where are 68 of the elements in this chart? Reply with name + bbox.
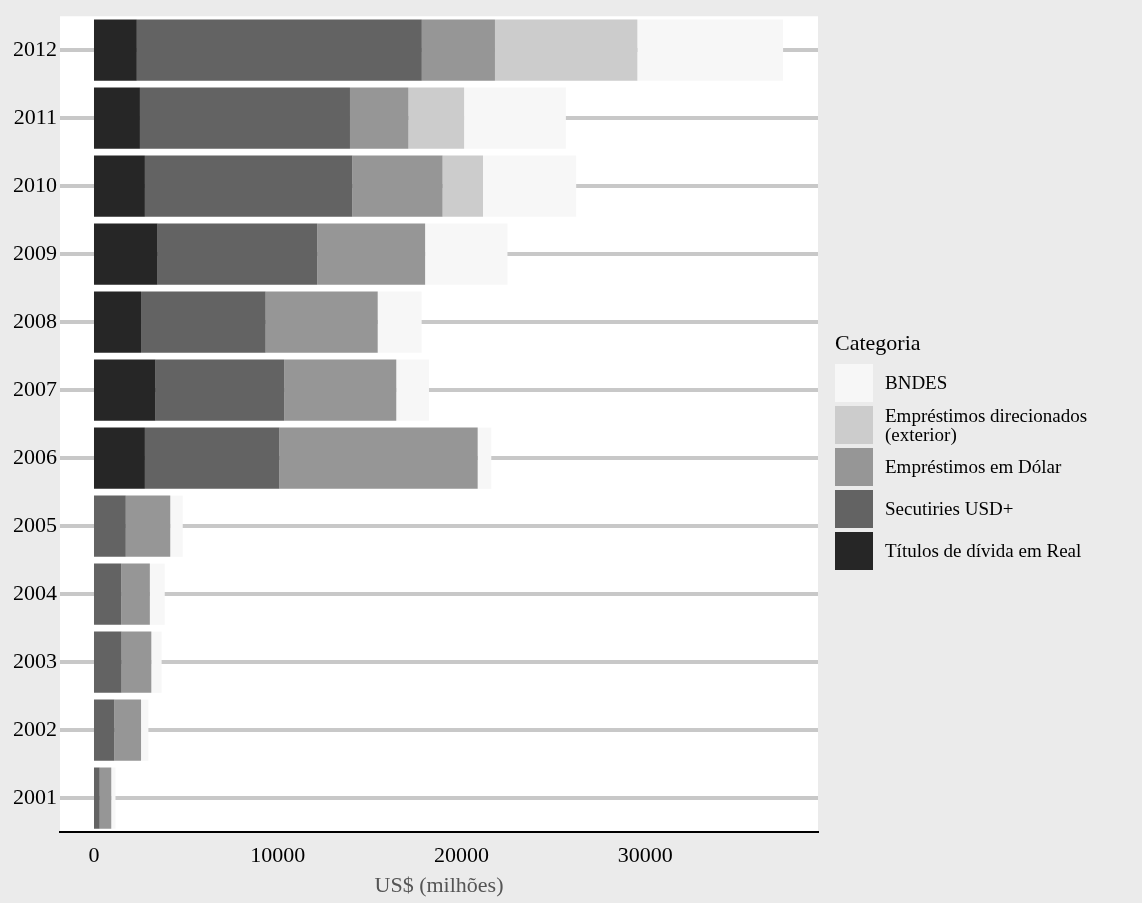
bar: [477, 427, 492, 489]
bar: [155, 359, 285, 421]
x-tick-label: 10000: [250, 842, 306, 868]
bar: [494, 19, 638, 81]
legend-label: Títulos de dívida em Real: [885, 540, 1082, 561]
y-tick-label: 2008: [13, 307, 57, 333]
bar: [421, 19, 495, 81]
x-tick-label: 20000: [434, 842, 490, 868]
x-axis-title: US$ (milhões): [374, 871, 504, 897]
bar: [141, 291, 266, 353]
bar: [94, 223, 158, 285]
bar: [408, 87, 465, 149]
y-tick-label: 2012: [13, 35, 57, 61]
x-tick-label: 30000: [617, 842, 673, 868]
bar: [94, 767, 100, 829]
bar: [637, 19, 784, 81]
x-tick-label: 0: [88, 842, 100, 868]
bar: [94, 291, 142, 353]
bar: [284, 359, 397, 421]
bar: [149, 563, 165, 625]
y-tick-label: 2002: [13, 715, 57, 741]
legend-label: Empréstimos em Dólar: [885, 456, 1062, 477]
y-tick-label: 2011: [13, 103, 57, 129]
bar: [464, 87, 566, 149]
bar: [442, 155, 484, 217]
bar: [94, 495, 126, 557]
bar: [352, 155, 443, 217]
bar: [144, 155, 353, 217]
bar: [94, 563, 122, 625]
y-tick-label: 2010: [13, 171, 57, 197]
bar: [425, 223, 508, 285]
bar: [94, 155, 145, 217]
bar: [114, 699, 142, 761]
y-tick-label: 2007: [13, 375, 57, 401]
bar: [265, 291, 378, 353]
legend-label: BNDES: [885, 372, 948, 393]
bar: [141, 699, 149, 761]
legend-label: Empréstimos direcionados (exterior): [885, 404, 1089, 445]
bar: [483, 155, 577, 217]
bar: [94, 87, 140, 149]
y-tick-label: 2003: [13, 647, 57, 673]
bar: [170, 495, 183, 557]
bar: [94, 19, 137, 81]
y-tick-label: 2006: [13, 443, 57, 469]
y-tick-label: 2004: [13, 579, 57, 605]
y-tick-label: 2001: [13, 783, 57, 809]
bar: [125, 495, 171, 557]
bar: [99, 767, 112, 829]
bar: [279, 427, 478, 489]
bar: [144, 427, 280, 489]
bar: [317, 223, 426, 285]
bar: [121, 631, 152, 693]
bar: [396, 359, 429, 421]
legend-title: Categoria: [835, 329, 922, 356]
bar: [94, 359, 156, 421]
bar: [139, 87, 350, 149]
bar: [111, 767, 116, 829]
y-tick-label: 2005: [13, 511, 57, 537]
bar: [94, 699, 115, 761]
bar: [94, 631, 122, 693]
bar: [94, 427, 145, 489]
y-tick-label: 2009: [13, 239, 57, 265]
bar: [349, 87, 409, 149]
bar: [157, 223, 318, 285]
legend-label: Secutiries USD+: [885, 498, 1014, 519]
bar: [377, 291, 422, 353]
bar: [151, 631, 162, 693]
bar: [121, 563, 150, 625]
